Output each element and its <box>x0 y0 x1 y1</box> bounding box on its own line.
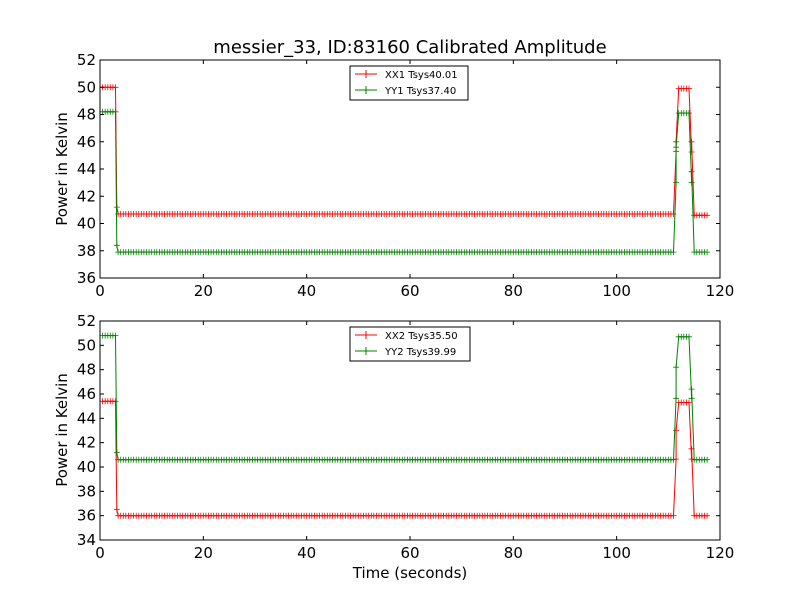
bottom-series-xx2-point <box>112 398 119 405</box>
bottom-y-tick-label: 46 <box>77 385 96 403</box>
top-series-yy1-point <box>673 144 680 151</box>
bottom-y-tick-label: 34 <box>77 531 96 549</box>
top-series-xx1-point <box>112 84 119 91</box>
bottom-x-tick-label: 40 <box>297 544 316 562</box>
top-x-tick-label: 80 <box>504 282 523 300</box>
bottom-series-xx2-point <box>673 456 680 463</box>
bottom-series-yy2-point <box>673 395 680 402</box>
chart-title: messier_33, ID:83160 Calibrated Amplitud… <box>213 37 606 58</box>
bottom-y-tick-label: 52 <box>77 312 96 330</box>
bottom-y-tick-label: 40 <box>77 458 96 476</box>
top-x-tick-label: 40 <box>297 282 316 300</box>
bottom-y-tick-label: 38 <box>77 482 96 500</box>
bottom-y-tick-label: 50 <box>77 336 96 354</box>
top-legend-label-yy1: YY1 Tsys37.40 <box>384 86 456 97</box>
bottom-series-yy2-point <box>688 395 695 402</box>
bottom-series-xx2-point <box>670 512 677 519</box>
top-y-tick-label: 38 <box>77 242 96 260</box>
top-y-tick-label: 42 <box>77 187 96 205</box>
bottom-y-axis-label: Power in Kelvin <box>53 373 71 487</box>
bottom-x-tick-label: 20 <box>194 544 213 562</box>
bottom-series-yy2-point <box>704 456 711 463</box>
top-series-xx1-point <box>704 212 711 219</box>
x-axis-label: Time (seconds) <box>352 564 468 582</box>
top-series-yy1 <box>99 108 711 256</box>
bottom-y-tick-label: 44 <box>77 409 96 427</box>
bottom-series-yy2-point <box>112 332 119 339</box>
bottom-x-tick-label: 0 <box>95 544 105 562</box>
top-legend-label-xx1: XX1 Tsys40.01 <box>385 70 458 81</box>
top-y-tick-label: 46 <box>77 133 96 151</box>
bottom-series-xx2 <box>99 398 711 519</box>
bottom-series-yy2-point <box>688 386 695 393</box>
top-series-yy1-point <box>670 249 677 256</box>
top-series-yy1-point <box>673 179 680 186</box>
top-y-tick-label: 50 <box>77 78 96 96</box>
top-series-yy1-point <box>688 168 695 175</box>
top-series-yy1-point <box>704 249 711 256</box>
top-legend-box <box>349 65 469 101</box>
bottom-x-tick-label: 60 <box>400 544 419 562</box>
top-series-yy1-point <box>686 110 692 117</box>
bottom-legend-label-xx2: XX2 Tsys35.50 <box>385 331 458 342</box>
top-series-yy1-point <box>113 242 120 249</box>
top-series-yy1-point <box>688 179 695 186</box>
top-y-tick-label: 40 <box>77 215 96 233</box>
bottom-series-yy2 <box>99 332 711 463</box>
bottom-x-tick-label: 80 <box>504 544 523 562</box>
bottom-x-tick-label: 100 <box>602 544 631 562</box>
bottom-legend-box <box>349 326 471 362</box>
top-y-tick-label: 44 <box>77 160 96 178</box>
bottom-plot: 0 20 40 60 80 100 120 34 36 38 40 42 44 46 48 50 52 <box>77 312 734 562</box>
bottom-series-xx2-point <box>688 456 695 463</box>
top-y-tick-label: 36 <box>77 269 96 287</box>
bottom-series-yy2-point <box>673 364 680 371</box>
top-x-tick-label: 20 <box>194 282 213 300</box>
bottom-legend: XX2 Tsys35.50 YY2 Tsys39.99 <box>349 326 471 362</box>
top-x-tick-label: 60 <box>400 282 419 300</box>
top-legend: XX1 Tsys40.01 YY1 Tsys37.40 <box>349 65 469 101</box>
top-x-tick-label: 0 <box>95 282 105 300</box>
bottom-series-yy2-point <box>670 456 677 463</box>
bottom-series-xx2-point <box>673 427 680 434</box>
top-y-axis-label: Power in Kelvin <box>53 112 71 226</box>
top-series-xx1 <box>99 84 711 219</box>
top-y-tick-label: 48 <box>77 106 96 124</box>
top-x-tick-label: 100 <box>602 282 631 300</box>
top-series-xx1-point <box>688 149 695 155</box>
bottom-y-tick-label: 48 <box>77 361 96 379</box>
top-plot: 0 20 40 60 80 100 120 36 38 40 42 44 46 48 50 52 <box>77 51 734 300</box>
bottom-series-xx2-point <box>704 512 711 519</box>
top-y-tick-label: 52 <box>77 51 96 69</box>
top-x-tick-label: 120 <box>706 282 735 300</box>
top-series-xx1-point <box>686 85 692 92</box>
bottom-series-yy2-point <box>686 333 692 340</box>
bottom-series-xx2-point <box>113 506 120 513</box>
bottom-series-xx2-point <box>686 399 692 406</box>
bottom-x-tick-label: 120 <box>706 544 735 562</box>
top-series-yy1-point <box>112 108 119 115</box>
bottom-series-yy2-point <box>113 449 120 456</box>
bottom-y-tick-label: 42 <box>77 434 96 452</box>
bottom-legend-label-yy2: YY2 Tsys39.99 <box>384 347 456 358</box>
bottom-y-tick-label: 36 <box>77 507 96 525</box>
top-series-xx1-point <box>670 211 677 217</box>
